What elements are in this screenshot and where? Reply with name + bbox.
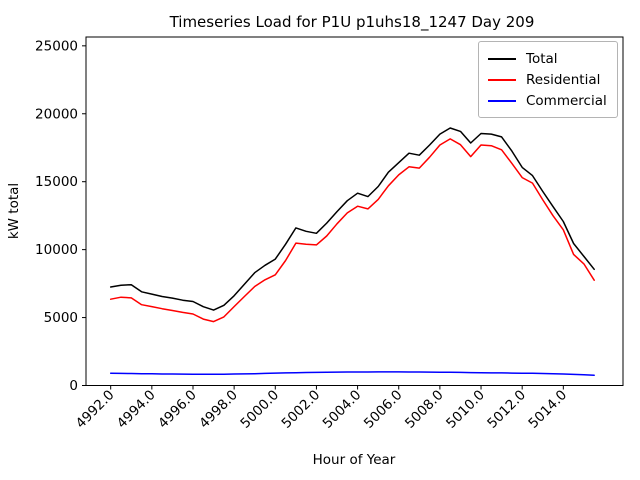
x-tick-label: 5012.0 [484, 387, 529, 432]
residential-line [109, 138, 595, 323]
x-axis-label: Hour of Year [313, 452, 396, 468]
x-tick-label: 4994.0 [114, 387, 159, 432]
x-tick-label: 5010.0 [443, 387, 488, 432]
legend-label-total: Total [526, 50, 558, 67]
chart-title: Timeseries Load for P1U p1uhs18_1247 Day… [169, 13, 535, 32]
legend-label-commercial: Commercial [526, 92, 607, 109]
commercial-line-swatch [488, 99, 516, 102]
legend-item-commercial: Commercial [488, 90, 609, 111]
x-tick-label: 5008.0 [402, 387, 447, 432]
y-tick-label: 15000 [35, 174, 78, 190]
commercial-line [109, 371, 595, 376]
x-tick-label: 4998.0 [196, 387, 241, 432]
y-tick-label: 0 [69, 378, 78, 394]
plot-border [85, 36, 624, 386]
legend-item-total: Total [488, 48, 609, 69]
x-tick-label: 4992.0 [73, 387, 118, 432]
x-tick-label: 5006.0 [361, 387, 406, 432]
total-line [109, 127, 595, 311]
y-tick-label: 25000 [35, 38, 78, 54]
x-tick-label: 4996.0 [155, 387, 200, 432]
y-tick-label: 20000 [35, 106, 78, 122]
residential-line-swatch [488, 78, 516, 81]
y-tick-label: 5000 [44, 310, 78, 326]
total-line-swatch [488, 57, 516, 60]
x-tick-label: 5004.0 [320, 387, 365, 432]
legend: Total Residential Commercial [478, 41, 618, 118]
y-tick-label: 10000 [35, 242, 78, 258]
x-tick-label: 5014.0 [525, 387, 570, 432]
x-tick-label: 5000.0 [237, 387, 282, 432]
line-layer [109, 127, 595, 376]
x-tick-label: 5002.0 [279, 387, 324, 432]
y-axis-label: kW total [6, 183, 22, 239]
legend-label-residential: Residential [526, 71, 601, 88]
legend-item-residential: Residential [488, 69, 609, 90]
